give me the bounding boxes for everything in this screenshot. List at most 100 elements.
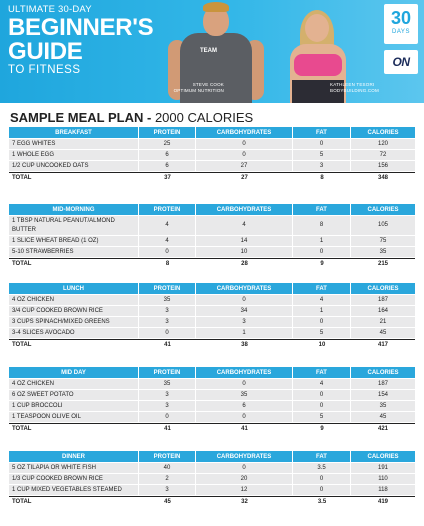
total-fat: 10 <box>293 339 351 350</box>
calories-cell: 187 <box>351 379 415 390</box>
total-protein: 8 <box>139 258 196 269</box>
caption-female-affiliation: BODYBUILDING.COM <box>330 87 379 93</box>
days-badge-number: 30 <box>390 8 412 28</box>
carbs-cell: 1 <box>196 328 293 339</box>
total-protein: 45 <box>139 496 196 507</box>
calories-cell: 105 <box>351 216 415 236</box>
table-row: 1/2 CUP UNCOOKED OATS 6 27 3 156 <box>9 161 415 172</box>
total-protein: 41 <box>139 339 196 350</box>
total-row: TOTAL 37 27 8 348 <box>9 172 415 183</box>
fat-cell: 1 <box>293 306 351 317</box>
food-cell: 6 OZ SWEET POTATO <box>9 390 139 401</box>
fat-cell: 0 <box>293 247 351 258</box>
column-header-calories: CALORIES <box>351 204 415 216</box>
total-protein: 41 <box>139 423 196 434</box>
fat-cell: 8 <box>293 216 351 236</box>
table-row: 1/3 CUP COOKED BROWN RICE 2 20 0 110 <box>9 474 415 485</box>
table-row: 6 OZ SWEET POTATO 3 35 0 154 <box>9 390 415 401</box>
guide-title-line3: TO FITNESS <box>8 63 81 76</box>
total-fat: 3.5 <box>293 496 351 507</box>
brand-logo-text: ON <box>392 55 411 69</box>
column-header-calories: CALORIES <box>351 367 415 379</box>
table-row: 1 WHOLE EGG 6 0 5 72 <box>9 150 415 161</box>
calories-cell: 164 <box>351 306 415 317</box>
carbs-cell: 0 <box>196 150 293 161</box>
meal-header-row: LUNCH PROTEIN CARBOHYDRATES FAT CALORIES <box>9 283 415 295</box>
protein-cell: 40 <box>139 463 196 474</box>
food-cell: 5-10 STRAWBERRIES <box>9 247 139 258</box>
total-calories: 348 <box>351 172 415 183</box>
carbs-cell: 3 <box>196 317 293 328</box>
total-label: TOTAL <box>9 172 139 183</box>
shirt-text: TEAM <box>200 48 217 54</box>
carbs-cell: 14 <box>196 236 293 247</box>
total-label: TOTAL <box>9 339 139 350</box>
brand-logo: ON <box>384 50 418 74</box>
fat-cell: 5 <box>293 412 351 423</box>
calories-cell: 75 <box>351 236 415 247</box>
fat-cell: 0 <box>293 485 351 496</box>
food-cell: 1 TBSP NATURAL PEANUT/ALMOND BUTTER <box>9 216 139 236</box>
guide-title-line1: BEGINNER'S <box>8 13 154 41</box>
column-header-fat: FAT <box>293 367 351 379</box>
column-header-protein: PROTEIN <box>139 204 196 216</box>
model-male-torso <box>180 33 252 103</box>
meal-header-row: MID DAY PROTEIN CARBOHYDRATES FAT CALORI… <box>9 367 415 379</box>
protein-cell: 3 <box>139 401 196 412</box>
guide-subtitle: ULTIMATE 30-DAY <box>8 4 92 15</box>
calories-cell: 154 <box>351 390 415 401</box>
total-calories: 419 <box>351 496 415 507</box>
meal-name: BREAKFAST <box>9 127 139 139</box>
model-female-top <box>294 54 342 76</box>
calories-cell: 35 <box>351 247 415 258</box>
total-fat: 9 <box>293 258 351 269</box>
column-header-carbohydrates: CARBOHYDRATES <box>196 367 293 379</box>
carbs-cell: 34 <box>196 306 293 317</box>
food-cell: 1 SLICE WHEAT BREAD (1 OZ) <box>9 236 139 247</box>
total-label: TOTAL <box>9 496 139 507</box>
total-row: TOTAL 41 38 10 417 <box>9 339 415 350</box>
calories-cell: 156 <box>351 161 415 172</box>
table-row: 3-4 SLICES AVOCADO 0 1 5 45 <box>9 328 415 339</box>
table-row: 3 CUPS SPINACH/MIXED GREENS 3 3 0 21 <box>9 317 415 328</box>
fat-cell: 4 <box>293 379 351 390</box>
caption-female-name: KATHLEEN TESORI <box>330 82 375 87</box>
table-row: 1 CUP MIXED VEGETABLES STEAMED 3 12 0 11… <box>9 485 415 496</box>
total-label: TOTAL <box>9 258 139 269</box>
column-header-protein: PROTEIN <box>139 451 196 463</box>
carbs-cell: 27 <box>196 161 293 172</box>
carbs-cell: 0 <box>196 379 293 390</box>
food-cell: 1 CUP MIXED VEGETABLES STEAMED <box>9 485 139 496</box>
carbs-cell: 0 <box>196 412 293 423</box>
fat-cell: 0 <box>293 401 351 412</box>
column-header-carbohydrates: CARBOHYDRATES <box>196 451 293 463</box>
column-header-protein: PROTEIN <box>139 283 196 295</box>
table-row: 4 OZ CHICKEN 35 0 4 187 <box>9 295 415 306</box>
caption-female: KATHLEEN TESORI BODYBUILDING.COM <box>330 82 400 94</box>
calories-cell: 110 <box>351 474 415 485</box>
total-carbs: 28 <box>196 258 293 269</box>
column-header-carbohydrates: CARBOHYDRATES <box>196 127 293 139</box>
column-header-fat: FAT <box>293 127 351 139</box>
food-cell: 4 OZ CHICKEN <box>9 379 139 390</box>
total-row: TOTAL 41 41 9 421 <box>9 423 415 434</box>
protein-cell: 6 <box>139 150 196 161</box>
carbs-cell: 10 <box>196 247 293 258</box>
caption-male-affiliation: OPTIMUM NUTRITION <box>173 87 224 93</box>
calories-cell: 45 <box>351 328 415 339</box>
total-calories: 417 <box>351 339 415 350</box>
carbs-cell: 0 <box>196 463 293 474</box>
column-header-carbohydrates: CARBOHYDRATES <box>196 204 293 216</box>
protein-cell: 0 <box>139 247 196 258</box>
column-header-fat: FAT <box>293 283 351 295</box>
plan-heading-rest: 2000 CALORIES <box>151 110 254 125</box>
carbs-cell: 35 <box>196 390 293 401</box>
carbs-cell: 20 <box>196 474 293 485</box>
meal-name: LUNCH <box>9 283 139 295</box>
calories-cell: 72 <box>351 150 415 161</box>
meal-header-row: BREAKFAST PROTEIN CARBOHYDRATES FAT CALO… <box>9 127 415 139</box>
column-header-carbohydrates: CARBOHYDRATES <box>196 283 293 295</box>
fat-cell: 3.5 <box>293 463 351 474</box>
total-protein: 37 <box>139 172 196 183</box>
food-cell: 3/4 CUP COOKED BROWN RICE <box>9 306 139 317</box>
